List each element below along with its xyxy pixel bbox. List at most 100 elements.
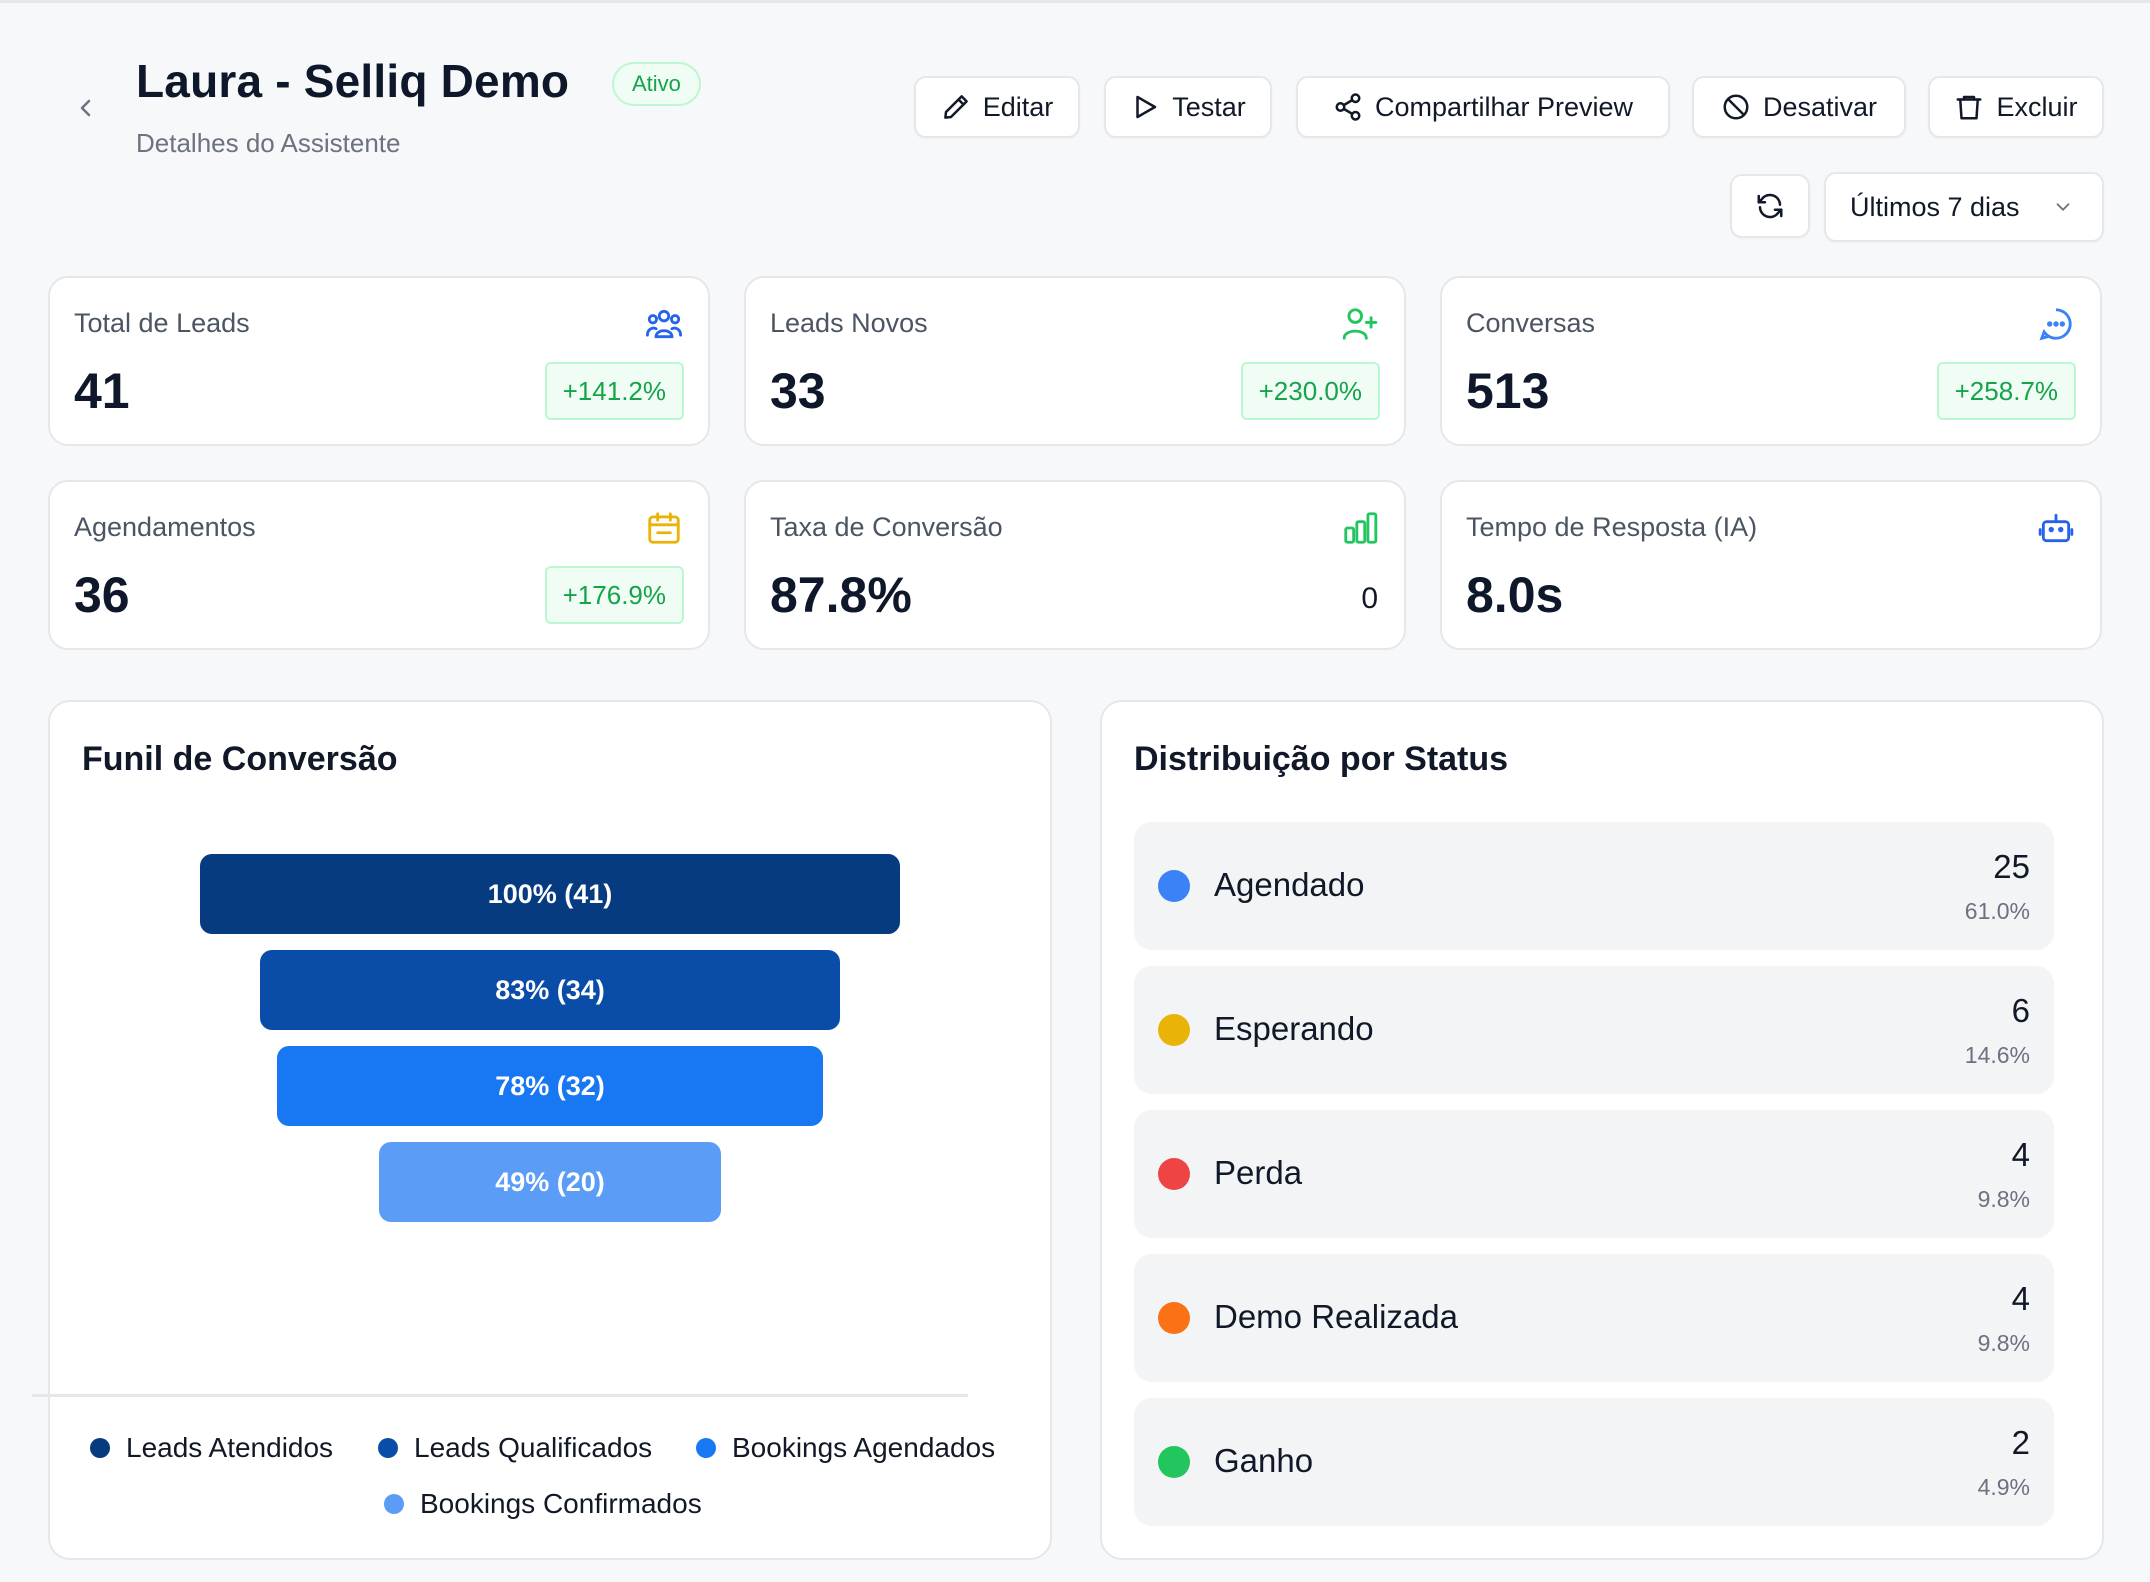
status-color-dot bbox=[1158, 1158, 1190, 1190]
distribution-title: Distribuição por Status bbox=[1134, 740, 1509, 778]
funnel-bar-bookings-agendados: 78% (32) bbox=[277, 1046, 823, 1126]
users-icon bbox=[644, 304, 684, 344]
refresh-icon bbox=[1757, 193, 1783, 219]
status-row-demo-realizada: Demo Realizada 4 9.8% bbox=[1134, 1254, 2054, 1382]
stat-change-badge: +141.2% bbox=[544, 362, 684, 420]
user-plus-icon bbox=[1340, 304, 1380, 344]
legend-marker bbox=[384, 1494, 404, 1514]
status-percent: 4.9% bbox=[1977, 1474, 2030, 1500]
stat-value: 33 bbox=[770, 363, 826, 419]
status-color-dot bbox=[1158, 1446, 1190, 1478]
share-preview-button[interactable]: Compartilhar Preview bbox=[1296, 76, 1670, 138]
status-count: 4 bbox=[2011, 1280, 2030, 1317]
status-name: Demo Realizada bbox=[1214, 1298, 1458, 1335]
legend-marker bbox=[90, 1438, 110, 1458]
stat-value: 87.8% bbox=[770, 567, 912, 623]
status-name: Esperando bbox=[1214, 1010, 1374, 1047]
date-range-value: Últimos 7 dias bbox=[1850, 191, 2020, 222]
page-subtitle: Detalhes do Assistente bbox=[136, 128, 401, 158]
funnel-bar-leads-atendidos: 100% (41) bbox=[200, 854, 900, 934]
delete-button-label: Excluir bbox=[1996, 91, 2078, 122]
pencil-icon bbox=[943, 95, 968, 119]
delete-button[interactable]: Excluir bbox=[1928, 76, 2104, 138]
chevron-down-icon bbox=[2056, 203, 2070, 212]
test-button-label: Testar bbox=[1172, 91, 1246, 122]
status-percent: 9.8% bbox=[1977, 1330, 2030, 1356]
stat-label: Total de Leads bbox=[74, 308, 250, 338]
legend-marker bbox=[378, 1438, 398, 1458]
play-icon bbox=[1136, 95, 1157, 119]
status-count: 6 bbox=[2011, 992, 2030, 1029]
date-range-select[interactable]: Últimos 7 dias bbox=[1824, 172, 2104, 242]
legend-divider bbox=[32, 1394, 968, 1397]
stat-value: 513 bbox=[1466, 363, 1550, 419]
stat-change-badge: +176.9% bbox=[544, 566, 684, 624]
status-row-ganho: Ganho 2 4.9% bbox=[1134, 1398, 2054, 1526]
message-circle-icon bbox=[2036, 304, 2076, 344]
stat-value: 36 bbox=[74, 567, 130, 623]
status-badge: Ativo bbox=[612, 62, 701, 106]
test-button[interactable]: Testar bbox=[1104, 76, 1272, 138]
stat-card-bookings: Agendamentos 36 +176.9% bbox=[48, 480, 710, 650]
stat-change-badge: +258.7% bbox=[1936, 362, 2076, 420]
status-color-dot bbox=[1158, 870, 1190, 902]
stat-value: 8.0s bbox=[1466, 567, 1564, 623]
deactivate-button-label: Desativar bbox=[1762, 91, 1878, 122]
status-percent: 61.0% bbox=[1964, 898, 2030, 924]
bar-chart-icon bbox=[1340, 508, 1380, 548]
stat-card-response-time: Tempo de Resposta (IA) 8.0s bbox=[1440, 480, 2102, 650]
status-name: Agendado bbox=[1214, 866, 1365, 903]
edit-button-label: Editar bbox=[982, 91, 1054, 122]
status-name: Ganho bbox=[1214, 1442, 1314, 1479]
refresh-button[interactable] bbox=[1730, 174, 1810, 238]
funnel-bar-leads-qualificados: 83% (34) bbox=[260, 950, 840, 1030]
stat-card-new-leads: Leads Novos 33 +230.0% bbox=[744, 276, 1406, 446]
legend-bookings-agendados: Bookings Agendados bbox=[696, 1432, 995, 1464]
status-percent: 14.6% bbox=[1964, 1042, 2030, 1068]
legend-label: Leads Atendidos bbox=[126, 1432, 334, 1463]
status-count: 2 bbox=[2011, 1424, 2030, 1461]
stat-change-value: 0 bbox=[1361, 582, 1378, 615]
status-color-dot bbox=[1158, 1302, 1190, 1334]
status-name: Perda bbox=[1214, 1154, 1303, 1191]
top-divider bbox=[0, 0, 2150, 3]
status-count: 25 bbox=[1993, 848, 2030, 885]
deactivate-button[interactable]: Desativar bbox=[1692, 76, 1906, 138]
stat-label: Agendamentos bbox=[74, 512, 256, 542]
status-count: 4 bbox=[2011, 1136, 2030, 1173]
edit-button[interactable]: Editar bbox=[914, 76, 1080, 138]
back-button[interactable] bbox=[66, 88, 106, 128]
stat-label: Taxa de Conversão bbox=[770, 512, 1003, 542]
stat-value: 41 bbox=[74, 363, 130, 419]
legend-label: Leads Qualificados bbox=[414, 1432, 653, 1463]
bot-icon bbox=[2036, 508, 2076, 548]
status-row-agendado: Agendado 25 61.0% bbox=[1134, 822, 2054, 950]
stat-change-badge: +230.0% bbox=[1240, 362, 1380, 420]
legend-label: Bookings Agendados bbox=[732, 1432, 996, 1463]
page-title: Laura - Selliq Demo bbox=[136, 55, 570, 107]
funnel-title: Funil de Conversão bbox=[82, 740, 398, 778]
legend-leads-qualificados: Leads Qualificados bbox=[378, 1432, 652, 1464]
legend-bookings-confirmados: Bookings Confirmados bbox=[384, 1488, 702, 1520]
status-row-esperando: Esperando 6 14.6% bbox=[1134, 966, 2054, 1094]
stat-card-total-leads: Total de Leads 41 +141.2% bbox=[48, 276, 710, 446]
calendar-icon bbox=[644, 508, 684, 548]
legend-label: Bookings Confirmados bbox=[420, 1488, 702, 1519]
legend-leads-atendidos: Leads Atendidos bbox=[90, 1432, 333, 1464]
stat-label: Leads Novos bbox=[770, 308, 928, 338]
legend-marker bbox=[696, 1438, 716, 1458]
share-icon bbox=[1335, 93, 1361, 121]
status-row-perda: Perda 4 9.8% bbox=[1134, 1110, 2054, 1238]
trash-icon bbox=[1956, 95, 1982, 120]
stat-card-conversations: Conversas 513 +258.7% bbox=[1440, 276, 2102, 446]
stat-label: Conversas bbox=[1466, 308, 1596, 338]
status-color-dot bbox=[1158, 1014, 1190, 1046]
share-preview-button-label: Compartilhar Preview bbox=[1374, 91, 1634, 122]
stat-card-conversion-rate: Taxa de Conversão 87.8% 0 bbox=[744, 480, 1406, 650]
chevron-left-icon bbox=[80, 99, 91, 117]
status-percent: 9.8% bbox=[1977, 1186, 2030, 1212]
ban-icon bbox=[1723, 94, 1749, 120]
funnel-panel bbox=[48, 700, 1052, 1560]
stat-label: Tempo de Resposta (IA) bbox=[1466, 512, 1758, 542]
funnel-bar-bookings-confirmados: 49% (20) bbox=[379, 1142, 721, 1222]
